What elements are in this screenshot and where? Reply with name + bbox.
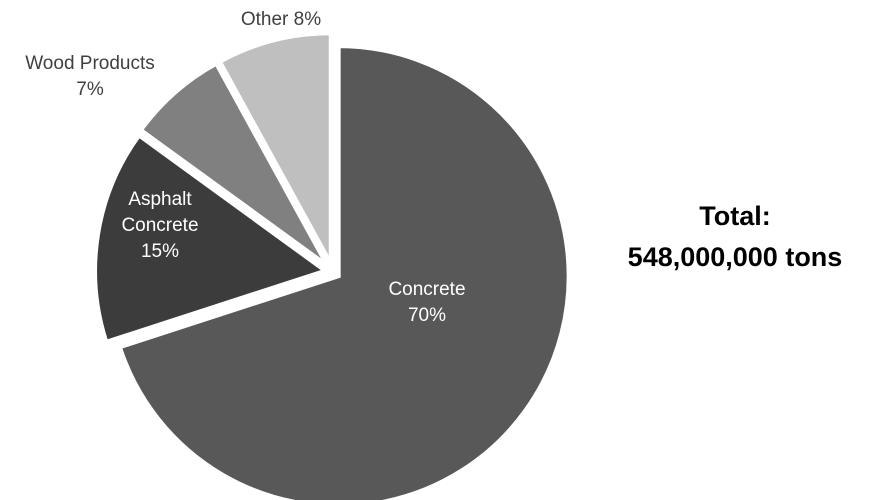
pie-slice-2	[138, 60, 329, 267]
slice-label-line: Concrete	[121, 215, 198, 236]
total-value: 548,000,000 tons	[627, 242, 843, 272]
slice-label-line: Concrete	[388, 279, 465, 300]
slice-label-line: 7%	[76, 79, 104, 100]
slice-label-line: Other 8%	[241, 9, 321, 30]
pie-slice-3	[217, 31, 333, 265]
pie-slice-0	[117, 44, 571, 500]
slice-label-line: 15%	[141, 241, 179, 262]
slice-label-line: 70%	[408, 305, 446, 326]
slice-label-1: Asphalt Concrete 15%	[121, 189, 198, 262]
slice-label-line: Asphalt	[128, 189, 192, 210]
total-label: Total:	[699, 201, 771, 231]
slice-label-3: Other 8%	[241, 9, 321, 30]
total-annotation: Total: 548,000,000 tons	[590, 196, 880, 278]
slice-label-0: Concrete 70%	[388, 279, 465, 326]
slice-label-2: Wood Products 7%	[25, 53, 155, 100]
pie-slice-1	[93, 132, 330, 345]
slice-label-line: Wood Products	[25, 53, 155, 74]
